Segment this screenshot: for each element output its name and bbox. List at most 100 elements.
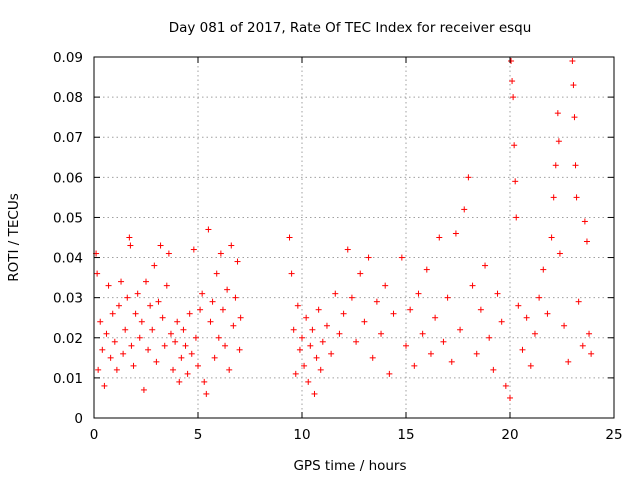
data-point [203, 390, 210, 397]
data-point [527, 362, 534, 369]
data-point [161, 342, 168, 349]
x-tick-label: 5 [194, 427, 203, 443]
data-point [237, 314, 244, 321]
data-point [132, 310, 139, 317]
data-point [296, 346, 303, 353]
x-tick-label: 15 [397, 427, 414, 443]
data-point [436, 234, 443, 241]
y-tick-label: 0 [74, 411, 83, 427]
data-point [554, 110, 561, 117]
data-point [348, 294, 355, 301]
data-point [292, 370, 299, 377]
data-point [190, 246, 197, 253]
data-point [118, 278, 125, 285]
data-point [573, 194, 580, 201]
x-axis-label: GPS time / hours [293, 458, 406, 474]
data-point [378, 330, 385, 337]
x-tick-label: 10 [293, 427, 310, 443]
data-point [197, 306, 204, 313]
data-point [509, 78, 516, 85]
data-point [151, 262, 158, 269]
data-point [361, 318, 368, 325]
data-point [579, 342, 586, 349]
data-point [540, 266, 547, 273]
data-point [219, 306, 226, 313]
data-point [130, 362, 137, 369]
data-point [586, 330, 593, 337]
data-point [457, 326, 464, 333]
data-point [105, 282, 112, 289]
data-point [565, 358, 572, 365]
data-point [224, 286, 231, 293]
data-point [519, 346, 526, 353]
data-point [411, 362, 418, 369]
y-tick-label: 0.04 [53, 251, 83, 267]
data-point [213, 270, 220, 277]
data-point [140, 386, 147, 393]
data-point [111, 338, 118, 345]
y-tick-label: 0.08 [53, 90, 83, 106]
data-point [299, 334, 305, 341]
data-point [581, 218, 588, 225]
data-point [109, 310, 116, 317]
data-point [290, 326, 297, 333]
data-point [432, 314, 439, 321]
data-point [423, 266, 430, 273]
data-point [357, 270, 364, 277]
data-point [176, 378, 183, 385]
data-point [186, 310, 193, 317]
data-point [531, 330, 538, 337]
data-point [128, 342, 135, 349]
data-point [469, 282, 476, 289]
data-point [515, 302, 522, 309]
data-point [440, 338, 447, 345]
data-point [311, 390, 318, 397]
data-point [199, 290, 206, 297]
data-point [373, 298, 380, 305]
data-point [120, 350, 127, 357]
y-tick-label: 0.09 [53, 50, 83, 66]
data-point [313, 354, 320, 361]
data-point [536, 294, 543, 301]
y-tick-label: 0.03 [53, 291, 83, 307]
grid-lines [94, 57, 614, 418]
data-point [309, 326, 316, 333]
plot-border [93, 56, 615, 419]
data-point [317, 366, 324, 373]
data-point [427, 350, 434, 357]
data-point [572, 162, 579, 169]
x-tick-label: 20 [501, 427, 518, 443]
data-point [228, 242, 235, 249]
data-point [107, 354, 114, 361]
data-point [315, 306, 322, 313]
data-point [452, 230, 459, 237]
data-point [115, 302, 122, 309]
data-point [588, 350, 595, 357]
data-point [174, 318, 181, 325]
data-point [548, 234, 555, 241]
data-point [201, 378, 208, 385]
data-point [490, 366, 497, 373]
y-tick-label: 0.07 [53, 130, 83, 146]
data-point [230, 322, 237, 329]
data-point [138, 318, 145, 325]
data-point [575, 298, 582, 305]
data-point [188, 350, 195, 357]
data-point [386, 370, 393, 377]
data-point [153, 358, 160, 365]
data-point [192, 334, 199, 341]
data-point [508, 58, 515, 65]
data-point [136, 334, 143, 341]
data-point [182, 342, 189, 349]
data-point [390, 310, 397, 317]
data-point [403, 342, 409, 349]
data-point [170, 366, 177, 373]
data-point [353, 338, 360, 345]
data-point [157, 242, 164, 249]
data-point [126, 234, 133, 241]
data-point [226, 366, 233, 373]
y-tick-label: 0.01 [53, 371, 83, 387]
data-point [113, 366, 120, 373]
